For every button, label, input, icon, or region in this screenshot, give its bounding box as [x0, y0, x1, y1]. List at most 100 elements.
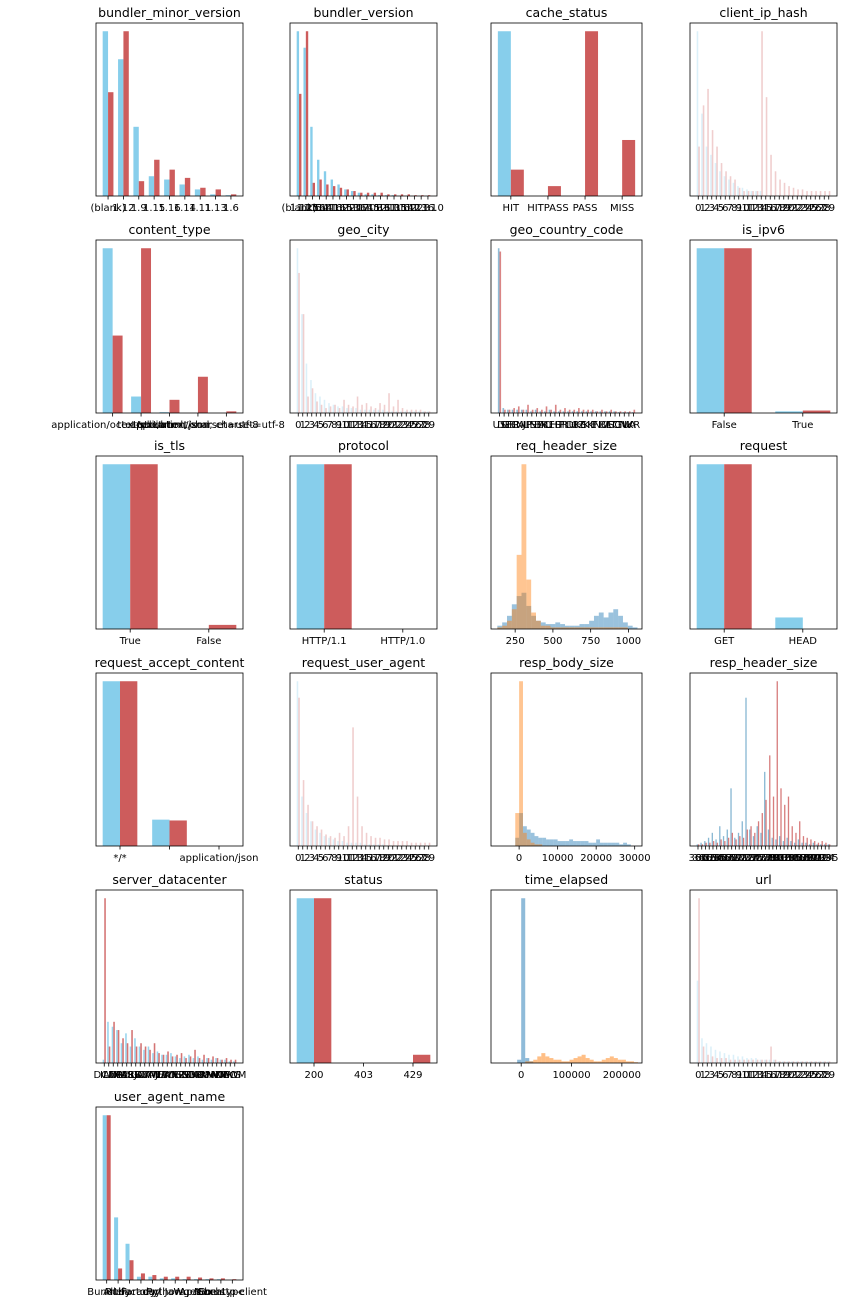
- x-tick-label: SK: [581, 420, 594, 431]
- bar: [719, 171, 721, 196]
- x-tick-label: 18: [373, 853, 386, 864]
- bar: [323, 171, 327, 196]
- bar: [159, 1278, 164, 1280]
- bar: [788, 1061, 790, 1063]
- x-tick-label: MISS: [610, 203, 634, 214]
- x-tick-label: 17: [768, 1070, 781, 1081]
- histogram-bar: [549, 1058, 554, 1063]
- bar: [732, 1054, 735, 1063]
- bar: [341, 841, 344, 846]
- histogram-bar: [538, 837, 543, 846]
- bar: [343, 399, 345, 413]
- x-tick-label: HK: [576, 420, 591, 431]
- bar: [724, 464, 752, 629]
- subplot: protocol HTTP/1.1 HTTP/1.0: [289, 438, 438, 647]
- x-tick-label: PASS: [573, 203, 598, 214]
- bar: [722, 836, 725, 846]
- x-tick-label: WAW: [213, 1070, 239, 1081]
- bar: [388, 839, 390, 846]
- bar: [366, 192, 370, 196]
- bar: [725, 171, 727, 196]
- bar: [409, 411, 411, 413]
- x-tick-label: 26: [409, 420, 422, 431]
- histogram-bar: [584, 841, 589, 846]
- x-tick-label: 365: [707, 853, 726, 864]
- histogram-bar: [519, 813, 523, 846]
- x-tick-label: 11: [341, 420, 354, 431]
- subplot-title: geo_country_code: [510, 222, 624, 237]
- x-tick-label: 5: [318, 420, 324, 431]
- bar: [324, 464, 352, 629]
- x-tick-label: 3: [309, 853, 315, 864]
- plot-frame: [289, 889, 438, 1064]
- bar: [541, 409, 543, 413]
- plot-frame: [289, 672, 438, 847]
- bar: [368, 409, 371, 413]
- x-tick-label: IE: [587, 420, 596, 431]
- x-tick-label: 11: [341, 853, 354, 864]
- bar: [723, 176, 726, 196]
- histogram-bar: [585, 1058, 590, 1063]
- x-tick-label: KR: [627, 420, 641, 431]
- bar: [737, 186, 739, 196]
- x-tick-label: 8: [731, 203, 737, 214]
- bar: [707, 837, 710, 846]
- bar: [373, 844, 375, 846]
- bar: [301, 796, 303, 846]
- x-tick-label: 10: [337, 853, 350, 864]
- bar: [741, 1056, 744, 1063]
- histogram-bar: [632, 627, 638, 629]
- x-tick-label: 0: [695, 1070, 701, 1081]
- bar: [352, 727, 354, 846]
- x-tick-label: 9: [336, 420, 342, 431]
- histogram-bar: [615, 842, 620, 846]
- histogram-bar: [619, 844, 624, 846]
- x-tick-label: 15: [359, 420, 372, 431]
- bar: [786, 837, 788, 846]
- histogram-bar: [521, 592, 527, 629]
- bar: [323, 399, 326, 413]
- x-tick-label: HEAD: [789, 636, 818, 647]
- x-tick-label: 250: [506, 636, 525, 647]
- histogram-bar: [553, 1059, 558, 1063]
- bar: [107, 1021, 109, 1063]
- x-tick-label: 23: [795, 1070, 808, 1081]
- histogram-bar: [555, 622, 561, 629]
- bar: [319, 179, 322, 196]
- bar: [131, 1030, 133, 1063]
- histogram-bar: [622, 622, 628, 629]
- bar: [152, 819, 170, 846]
- histogram-bar: [502, 622, 508, 629]
- x-tick-label: 1.13.6: [378, 203, 410, 214]
- x-tick-label: 1: [300, 853, 306, 864]
- histogram-bar: [613, 1058, 618, 1063]
- bar: [701, 113, 703, 196]
- histogram-bar: [517, 1059, 522, 1063]
- x-tick-label: Artifactory: [103, 1287, 156, 1298]
- bar: [102, 31, 109, 196]
- bar: [167, 1051, 169, 1063]
- x-tick-label: 1.15.4: [297, 203, 329, 214]
- bar: [824, 191, 826, 196]
- histogram-bar: [608, 627, 614, 629]
- bar: [562, 411, 565, 413]
- bar: [189, 1056, 192, 1063]
- x-tick-label: 1: [700, 203, 706, 214]
- bar: [716, 1058, 718, 1063]
- histogram-bar: [589, 1059, 594, 1063]
- x-tick-label: JFK: [154, 1070, 171, 1081]
- bar: [404, 411, 407, 413]
- histogram-bar: [541, 1053, 546, 1063]
- x-tick-label: 2: [304, 853, 310, 864]
- bar: [344, 189, 347, 196]
- bar: [395, 411, 398, 413]
- x-tick-label: IT: [555, 420, 565, 431]
- bar: [296, 898, 315, 1063]
- bar: [764, 1059, 766, 1063]
- bar: [355, 842, 357, 846]
- bar: [400, 194, 404, 196]
- x-tick-label: 750: [581, 636, 600, 647]
- x-tick-label: 7: [727, 1070, 733, 1081]
- x-tick-label: 393: [812, 853, 831, 864]
- x-tick-label: Nexus: [194, 1287, 225, 1298]
